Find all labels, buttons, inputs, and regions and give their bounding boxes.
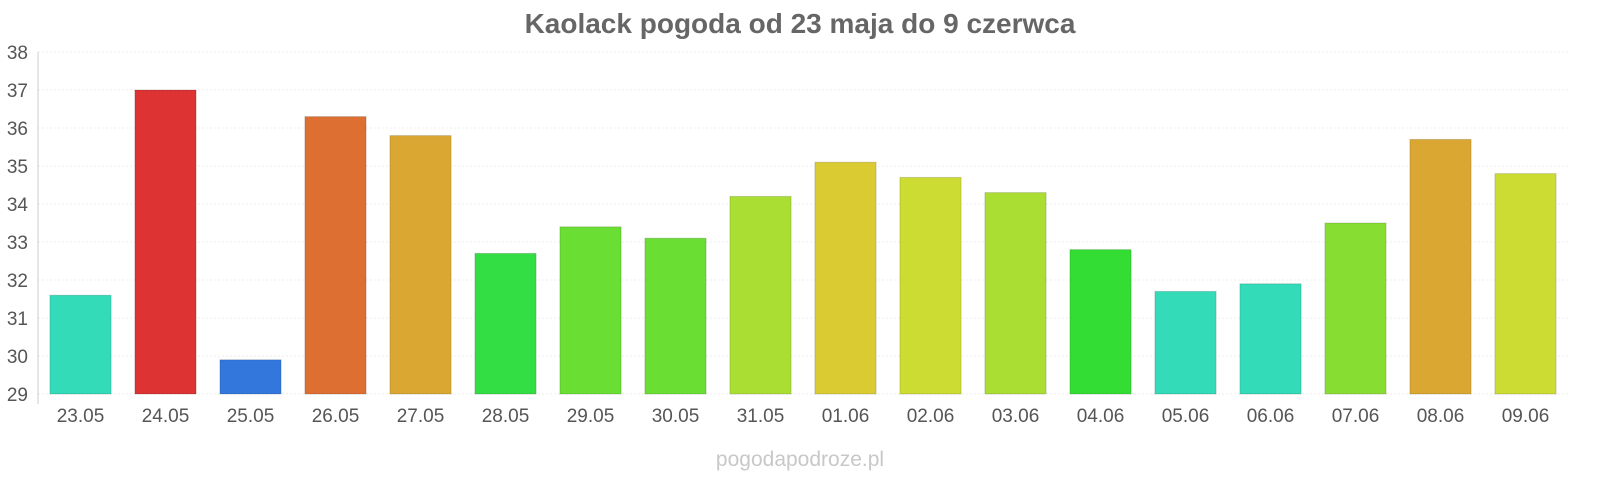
bar-02.06[interactable] [899,176,962,395]
x-tick-label: 05.06 [1162,406,1210,427]
bar-09.06[interactable] [1494,173,1557,395]
x-tick-label: 23.05 [57,406,105,427]
x-tick-label: 27.05 [397,406,445,427]
bars [49,89,1557,395]
x-tick-label: 06.06 [1247,406,1295,427]
grid-lines [38,51,1568,395]
x-tick-label: 28.05 [482,406,530,427]
y-tick-label: 32 [7,271,28,292]
bar-04.06[interactable] [1069,249,1132,395]
y-tick-label: 35 [7,157,28,178]
bar-27.05[interactable] [389,135,452,395]
x-tick-label: 08.06 [1417,406,1465,427]
x-tick-label: 24.05 [142,406,190,427]
y-tick-label: 37 [7,81,28,102]
bar-31.05[interactable] [729,195,792,395]
bar-28.05[interactable] [474,252,537,395]
x-tick-label: 02.06 [907,406,955,427]
y-tick-label: 33 [7,233,28,254]
bar-30.05[interactable] [644,237,707,395]
y-tick-label: 29 [7,385,28,406]
y-tick-label: 34 [7,195,29,216]
x-axis-ticks: 23.05 24.05 25.05 26.05 27.05 28.05 29.05 30.05… [57,406,1550,427]
y-tick-label: 31 [7,309,28,330]
bar-08.06[interactable] [1409,138,1472,395]
y-tick-label: 30 [7,347,28,368]
bar-chart: 29 30 31 32 33 34 35 36 37 38 23.05 24.05 25.05 26.0… [7,43,1568,427]
x-tick-label: 03.06 [992,406,1040,427]
bar-29.05[interactable] [559,226,622,395]
bar-01.06[interactable] [814,161,877,395]
x-tick-label: 09.06 [1502,406,1550,427]
bar-03.06[interactable] [984,192,1047,395]
x-tick-label: 07.06 [1332,406,1380,427]
bar-23.05[interactable] [49,294,112,395]
x-tick-label: 01.06 [822,406,870,427]
x-tick-label: 30.05 [652,406,700,427]
bar-24.05[interactable] [134,89,197,395]
x-tick-label: 25.05 [227,406,275,427]
y-axis-ticks: 29 30 31 32 33 34 35 36 37 38 [7,43,29,406]
x-tick-label: 04.06 [1077,406,1125,427]
bar-26.05[interactable] [304,116,367,395]
bar-06.06[interactable] [1239,283,1302,395]
y-tick-label: 36 [7,119,28,140]
bar-07.06[interactable] [1324,222,1387,395]
watermark: pogodapodroze.pl [715,448,885,471]
x-tick-label: 31.05 [737,406,785,427]
chart-title: Kaolack pogoda od 23 maja do 9 czerwca [524,8,1076,39]
x-tick-label: 29.05 [567,406,615,427]
y-tick-label: 38 [7,43,28,64]
bar-05.06[interactable] [1154,290,1217,395]
bar-25.05[interactable] [219,359,282,395]
x-tick-label: 26.05 [312,406,360,427]
